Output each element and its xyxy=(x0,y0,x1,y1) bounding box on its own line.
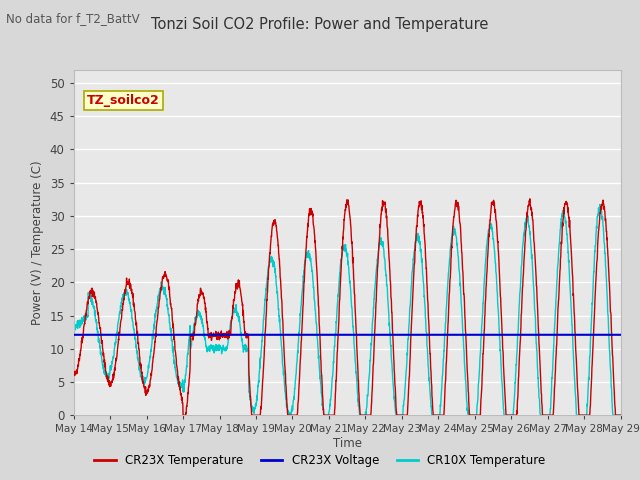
Legend: CR23X Temperature, CR23X Voltage, CR10X Temperature: CR23X Temperature, CR23X Voltage, CR10X … xyxy=(90,449,550,472)
Y-axis label: Power (V) / Temperature (C): Power (V) / Temperature (C) xyxy=(31,160,44,324)
Text: No data for f_T2_BattV: No data for f_T2_BattV xyxy=(6,12,140,25)
X-axis label: Time: Time xyxy=(333,437,362,450)
Text: TZ_soilco2: TZ_soilco2 xyxy=(87,94,160,107)
Text: Tonzi Soil CO2 Profile: Power and Temperature: Tonzi Soil CO2 Profile: Power and Temper… xyxy=(151,17,489,32)
